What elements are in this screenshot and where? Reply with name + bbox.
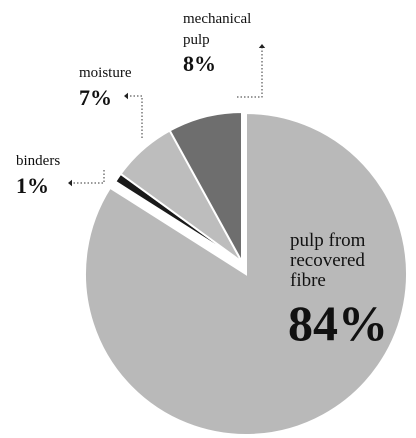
- arrowhead-binders: [68, 179, 72, 187]
- slice-name-moisture: moisture: [79, 65, 132, 81]
- leader-binders: [72, 170, 105, 184]
- slice-name-pulp-from-recovered-fibre-line-3: fibre: [290, 270, 326, 291]
- pie-slice-pulp-from-recovered-fibre: [84, 111, 408, 436]
- slice-value-mechanical-pulp: 8%: [183, 51, 216, 76]
- pie-slice-mechanical-pulp: [168, 110, 243, 263]
- arrowhead-moisture: [124, 92, 128, 100]
- leader-mechanical-pulp: [237, 48, 263, 98]
- slice-name-binders: binders: [16, 153, 60, 169]
- slice-name-mechanical-pulp-line-1: mechanical: [183, 11, 251, 27]
- slice-value-pulp-from-recovered-fibre: 84%: [288, 295, 388, 351]
- slice-name-pulp-from-recovered-fibre-line-1: pulp from: [290, 230, 366, 251]
- slice-value-moisture: 7%: [79, 85, 112, 110]
- arrowhead-mechanical-pulp: [258, 44, 266, 48]
- leader-lines: [68, 44, 266, 187]
- slice-name-mechanical-pulp-line-2: pulp: [183, 32, 210, 48]
- leader-moisture: [128, 95, 143, 138]
- pie-slices: [84, 110, 408, 436]
- slice-value-binders: 1%: [16, 173, 49, 198]
- slice-name-pulp-from-recovered-fibre-line-2: recovered: [290, 250, 365, 271]
